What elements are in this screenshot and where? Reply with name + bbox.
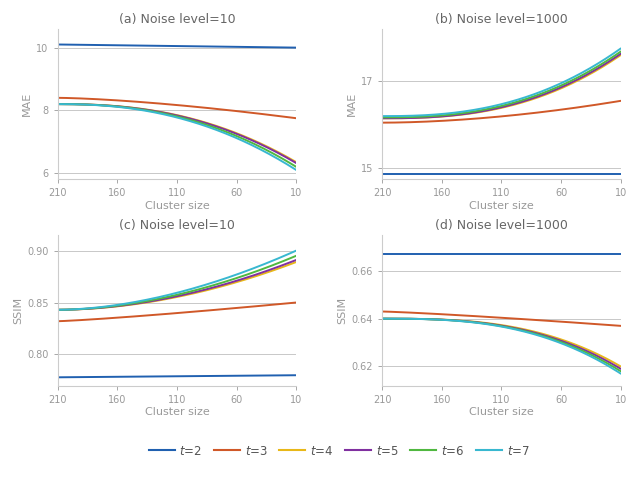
Y-axis label: SSIM: SSIM	[13, 297, 23, 324]
Title: (c) Noise level=10: (c) Noise level=10	[119, 219, 235, 232]
X-axis label: Cluster size: Cluster size	[145, 201, 209, 211]
Title: (a) Noise level=10: (a) Noise level=10	[118, 13, 236, 26]
X-axis label: Cluster size: Cluster size	[469, 201, 534, 211]
X-axis label: Cluster size: Cluster size	[145, 408, 209, 418]
Title: (d) Noise level=1000: (d) Noise level=1000	[435, 219, 568, 232]
Legend: $t$=2, $t$=3, $t$=4, $t$=5, $t$=6, $t$=7: $t$=2, $t$=3, $t$=4, $t$=5, $t$=6, $t$=7	[148, 444, 530, 457]
Y-axis label: MAE: MAE	[347, 92, 356, 116]
X-axis label: Cluster size: Cluster size	[469, 408, 534, 418]
Title: (b) Noise level=1000: (b) Noise level=1000	[435, 13, 568, 26]
Y-axis label: SSIM: SSIM	[337, 297, 348, 324]
Y-axis label: MAE: MAE	[22, 92, 32, 116]
